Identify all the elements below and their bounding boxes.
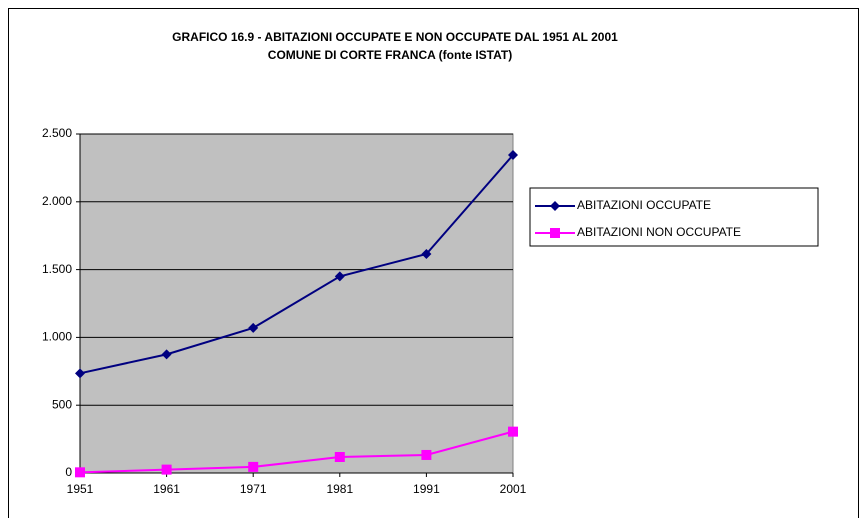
chart-title: GRAFICO 16.9 - ABITAZIONI OCCUPATE E NON… [172, 30, 618, 44]
legend-label: ABITAZIONI NON OCCUPATE [577, 225, 741, 239]
y-tick-label: 1.000 [42, 330, 72, 344]
series-line [79, 430, 514, 474]
legend-marker [550, 201, 560, 211]
y-tick-label: 2.000 [42, 194, 72, 208]
x-tick-label: 1961 [153, 482, 180, 496]
point [161, 349, 172, 360]
legend-marker [550, 228, 560, 238]
point [248, 461, 259, 472]
x-tick-label: 1971 [240, 482, 267, 496]
point [334, 451, 345, 462]
point [508, 426, 518, 437]
point [161, 464, 172, 475]
y-tick-label: 500 [52, 397, 72, 411]
point [421, 449, 432, 460]
x-tick-label: 1981 [326, 482, 353, 496]
legend-label: ABITAZIONI OCCUPATE [577, 198, 711, 212]
point [508, 150, 518, 161]
y-tick-label: 1.500 [42, 262, 72, 276]
x-tick-label: 2001 [500, 482, 527, 496]
series-line [79, 154, 514, 375]
point [334, 271, 345, 282]
y-tick-label: 2.500 [42, 126, 72, 140]
y-tick-label: 0 [65, 465, 72, 479]
point [421, 249, 432, 260]
legend [529, 187, 819, 247]
point [75, 368, 85, 379]
x-tick-label: 1991 [413, 482, 440, 496]
chart-subtitle: COMUNE DI CORTE FRANCA (fonte ISTAT) [268, 48, 512, 62]
point [75, 467, 85, 478]
x-tick-label: 1951 [67, 482, 94, 496]
point [248, 322, 259, 333]
plot-area [79, 133, 514, 474]
